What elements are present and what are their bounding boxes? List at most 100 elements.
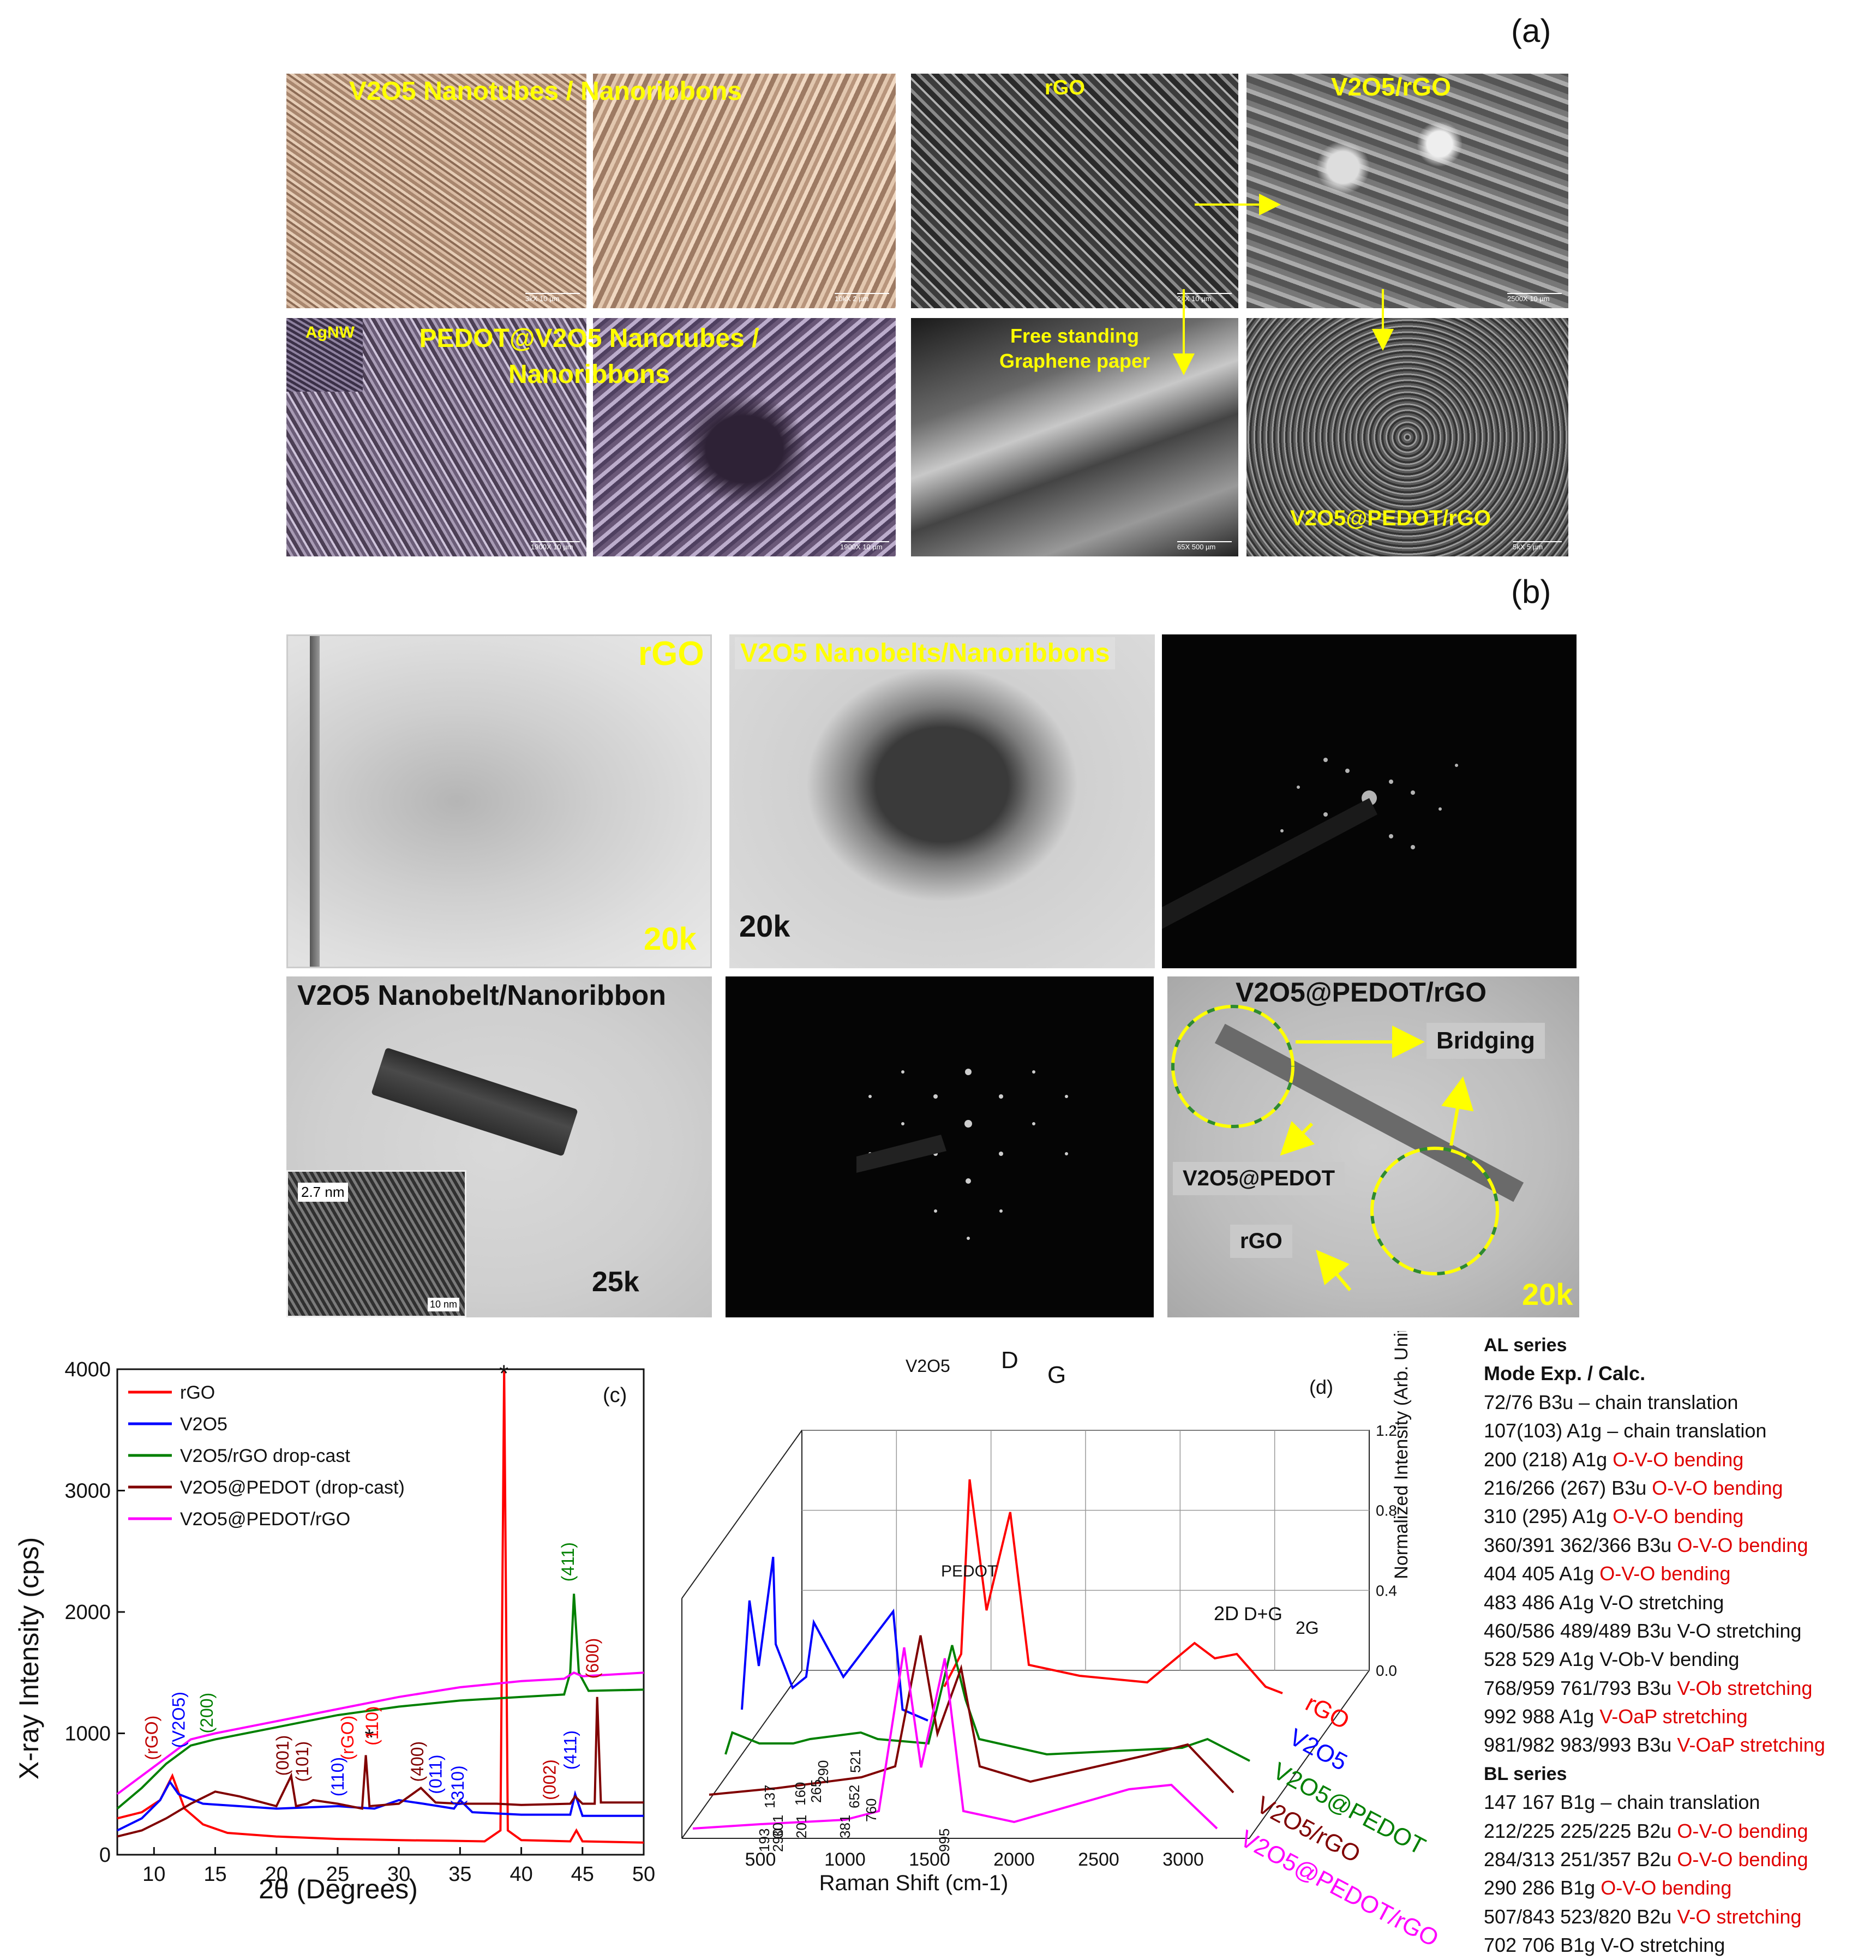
mode-value: 72/76 B3u [1484, 1390, 1579, 1413]
tem-edge [310, 636, 320, 967]
sem-label-graphene-paper: Free standing Graphene paper [999, 325, 1150, 372]
xrd-panel-label: (c) [603, 1384, 627, 1407]
mode-value: 147 167 B1g [1484, 1791, 1601, 1814]
xrd-y-tick-label: 3000 [64, 1480, 111, 1503]
sem-label-pedot-v2o5: PEDOT@V2O5 Nanotubes / Nanoribbons [419, 324, 759, 389]
raman-annotation: 201 [793, 1815, 810, 1838]
raman-annotation: 521 [847, 1749, 864, 1773]
xrd-x-tick-label: 30 [387, 1863, 410, 1886]
table-row: 284/313 251/357 B2u O-V-O bending [1484, 1845, 1876, 1874]
saed-dots [1162, 758, 1458, 929]
inset-spacing-label: 2.7 nm [298, 1183, 348, 1202]
xrd-x-tick-label: 35 [448, 1863, 471, 1886]
table-row: 72/76 B3u – chain translation [1484, 1388, 1876, 1417]
xrd-legend-label: V2O5@PEDOT (drop-cast) [180, 1477, 405, 1498]
scale-bar: 1900X 10 µm [531, 541, 580, 551]
tem-label-rgo: rGO [638, 635, 704, 673]
xrd-annotation: (V2O5) [169, 1692, 188, 1748]
xrd-annotation: (411) [558, 1542, 578, 1581]
label-rgo-tem: rGO [1230, 1225, 1292, 1258]
raman-annotation: 2D [1214, 1602, 1239, 1625]
xrd-annotation: (400) [407, 1741, 427, 1782]
xrd-series-line-2 [116, 1593, 644, 1810]
label-bridging: Bridging [1427, 1023, 1545, 1059]
raman-annotation: 381 [837, 1815, 853, 1838]
xrd-legend-label: V2O5 [180, 1414, 227, 1435]
tem-image-nanobelt: 2.7 nm 10 nm [286, 976, 712, 1317]
xrd-chart: 10 15 20 25 30 35 40 45 50 0 1000 2000 3000 4000 (rGO… [14, 1358, 655, 1904]
xrd-x-tick-label: 20 [265, 1863, 288, 1886]
xrd-series-line-0 [117, 1369, 644, 1844]
tem-label-composite: V2O5@PEDOT/rGO [1236, 977, 1487, 1008]
saed-pattern-1 [1162, 634, 1577, 968]
arrow [1316, 1249, 1352, 1291]
raman-z-axis-label: Normalized Intensity (Arb. Units) [1391, 1331, 1412, 1579]
table-row: 200 (218) A1g O-V-O bending [1484, 1446, 1876, 1474]
raman-side-edge [681, 1430, 802, 1599]
table-row: 768/959 761/793 B3u V-Ob stretching [1484, 1674, 1876, 1703]
xrd-y-tick-label: 4000 [64, 1358, 111, 1381]
raman-z-tick-label: 0.8 [1376, 1502, 1397, 1519]
table-row: 212/225 225/225 B2u O-V-O bending [1484, 1817, 1876, 1845]
mode-value: 284/313 251/357 B2u [1484, 1848, 1677, 1871]
sem-image-v2o5-3kx: 3kX 10 µm [286, 74, 586, 308]
mode-value: 404 405 A1g [1484, 1562, 1600, 1585]
arrow [1280, 1120, 1315, 1156]
xrd-annotation: (001) [273, 1735, 292, 1776]
mode-description: – chain translation [1579, 1390, 1739, 1413]
hrtem-inset: 2.7 nm 10 nm [286, 1170, 466, 1317]
tem-mag-rgo: 20k [644, 921, 697, 957]
mode-value: 107(103) A1g [1484, 1419, 1608, 1442]
tem-mag-nanobelts: 20k [739, 909, 790, 943]
raman-series-line-4 [692, 1647, 1218, 1830]
raman-annotation: 265 [808, 1779, 824, 1803]
mode-description: O-V-O bending [1599, 1562, 1731, 1585]
raman-annotation: 137 [762, 1785, 778, 1808]
xrd-legend: rGO V2O5 V2O5/rGO drop-cast V2O5@PEDOT (dro… [128, 1382, 405, 1530]
table-row: 216/266 (267) B3u O-V-O bending [1484, 1474, 1876, 1502]
xrd-annotation: (002) [540, 1759, 559, 1800]
table-row: 360/391 362/366 B3u O-V-O bending [1484, 1531, 1876, 1560]
table-row: 483 486 A1g V-O stretching [1484, 1589, 1876, 1617]
raman-annotation: 995 [936, 1829, 952, 1852]
xrd-series-line-4 [116, 1671, 644, 1795]
mode-description: O-V-O bending [1613, 1505, 1744, 1528]
sem-image-pedot-v2o5-1900x: 1900X 10 µm [593, 318, 896, 556]
xrd-annotation: (101) [292, 1741, 312, 1782]
tem-label-nanobelts: V2O5 Nanobelts/Nanoribbons [735, 637, 1116, 669]
raman-frame: 0.0 0.4 0.8 1.2 500 1000 1500 2000 2500 3000 [681, 1422, 1397, 1870]
scale-bar: 3kX 10 µm [525, 293, 580, 303]
xrd-annotation: * [499, 1360, 508, 1387]
raman-annotation: 2G [1296, 1618, 1319, 1638]
mode-value: 483 486 A1g [1484, 1591, 1600, 1614]
mode-description: V-Ob-V bending [1599, 1648, 1740, 1671]
mode-description: – chain translation [1607, 1419, 1767, 1442]
mode-description: O-V-O bending [1677, 1848, 1808, 1871]
tem-mag-composite: 20k [1522, 1277, 1573, 1311]
mode-description: V-O stretching [1677, 1619, 1802, 1642]
xrd-x-tick-label: 45 [571, 1863, 594, 1886]
raman-mode-table: AL series Mode Exp. / Calc. 72/76 B3u – … [1484, 1331, 1876, 1960]
tem-image-nanobelts [729, 634, 1155, 968]
table-row: 528 529 A1g V-Ob-V bending [1484, 1645, 1876, 1674]
panel-label-a: (a) [1511, 13, 1551, 49]
table-a-header: AL series [1484, 1335, 1567, 1356]
xrd-x-tick-label: 15 [203, 1863, 226, 1886]
raman-chart: 0.0 0.4 0.8 1.2 500 1000 1500 2000 2500 3000 rGOV… [681, 1331, 1443, 1952]
scale-bar: 10kX 2 µm [835, 293, 889, 303]
xrd-annotation: (110) [362, 1706, 382, 1745]
sem-label-v2o5: V2O5 Nanotubes / Nanoribbons [349, 77, 742, 106]
xrd-x-axis-label: 2θ (Degrees) [259, 1874, 418, 1904]
raman-series-line-1 [741, 1556, 928, 1722]
xrd-x-tick-label: 10 [142, 1863, 165, 1886]
table-row: 981/982 983/993 B3u V-OaP stretching [1484, 1731, 1876, 1759]
mode-description: V-Ob stretching [1677, 1676, 1813, 1699]
xrd-series: (rGO) (V2O5) (200)(001) (101) (110)(rGO) *(11… [116, 1360, 644, 1844]
table-b-rows: 147 167 B1g – chain translation 212/225 2… [1484, 1788, 1876, 1959]
sem-image-v2o5-rgo: 2500X 10 µm [1246, 74, 1568, 308]
mode-value: 212/225 225/225 B2u [1484, 1819, 1677, 1842]
raman-annotation: D+G [1244, 1604, 1282, 1625]
xrd-series-line-3 [117, 1697, 644, 1838]
sem-label-v2o5-rgo: V2O5/rGO [1331, 73, 1451, 101]
